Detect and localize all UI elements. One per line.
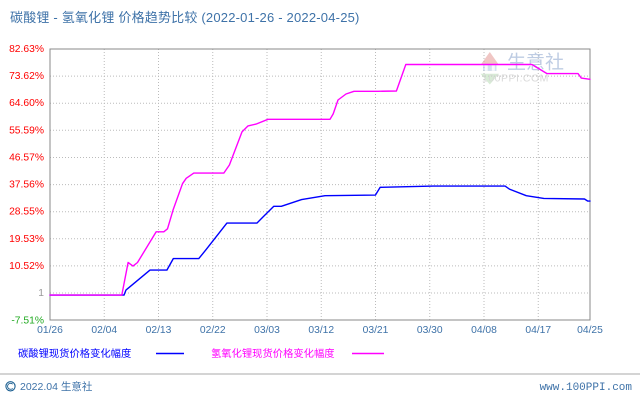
svg-text:碳酸锂现货价格变化幅度: 碳酸锂现货价格变化幅度 [18,347,131,360]
svg-text:55.59%: 55.59% [9,125,44,136]
svg-text:73.62%: 73.62% [9,71,44,82]
svg-text:02/22: 02/22 [200,325,226,336]
svg-text:19.53%: 19.53% [9,234,44,245]
svg-text:02/04: 02/04 [91,325,117,336]
svg-text:03/12: 03/12 [308,325,334,336]
svg-text:46.57%: 46.57% [9,153,44,164]
svg-text:37.56%: 37.56% [9,180,44,191]
svg-text:生意社: 生意社 [507,52,564,74]
svg-text:04/08: 04/08 [471,325,497,336]
svg-text:氢氧化锂现货价格变化幅度: 氢氧化锂现货价格变化幅度 [211,347,335,360]
svg-text:02/13: 02/13 [146,325,172,336]
svg-text:03/30: 03/30 [417,325,443,336]
svg-text:28.55%: 28.55% [9,207,44,218]
svg-text:04/25: 04/25 [577,325,603,336]
svg-text:64.60%: 64.60% [9,98,44,109]
svg-text:10.52%: 10.52% [9,261,44,272]
svg-text:100PPI.COM: 100PPI.COM [482,73,549,85]
svg-text:03/03: 03/03 [254,325,280,336]
svg-text:82.63%: 82.63% [9,44,44,55]
svg-text:01/26: 01/26 [37,325,63,336]
svg-text:04/17: 04/17 [525,325,551,336]
svg-text:www.100PPI.com: www.100PPI.com [540,382,633,394]
svg-text:03/21: 03/21 [363,325,389,336]
svg-text:2022.04 生意社: 2022.04 生意社 [20,380,93,393]
svg-text:1: 1 [38,288,44,299]
